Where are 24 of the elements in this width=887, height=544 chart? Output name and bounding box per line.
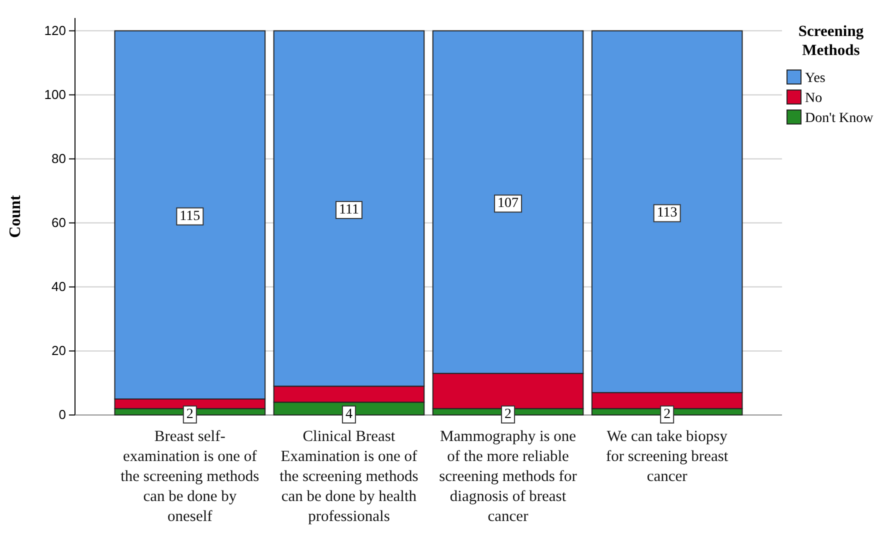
data-label: 2 [664, 407, 671, 422]
y-tick-label: 0 [58, 407, 66, 422]
x-tick-label: Mammography is one of the more reliable screening methods for diagnosis of breast cancer [439, 428, 578, 525]
y-tick-label: 80 [52, 151, 66, 166]
y-tick-label: 20 [52, 343, 66, 358]
y-tick-label: 100 [44, 87, 66, 102]
legend-label: Don't Know [805, 111, 874, 126]
data-label: 115 [180, 208, 200, 224]
x-tick-label: Clinical Breast Examination is one of the screening methods can be done by health professionals [280, 428, 418, 525]
y-tick-label: 40 [52, 279, 66, 294]
y-tick-label: 120 [44, 22, 66, 38]
legend-label: Yes [805, 71, 826, 86]
data-label: 111 [338, 202, 359, 218]
legend-title: Screening Methods [798, 23, 864, 59]
data-label: 2 [186, 407, 194, 422]
data-label: 2 [504, 407, 512, 422]
y-axis-title: Count [7, 194, 24, 238]
data-label: 107 [498, 196, 519, 212]
y-tick-label: 60 [52, 215, 66, 230]
x-tick-label: We can take biopsy for screening breast cancer [606, 428, 729, 485]
legend-label: No [805, 91, 822, 106]
x-tick-label: Breast self-examination is one of the screening methods can be done by oneself [120, 428, 260, 525]
data-label: 4 [345, 407, 352, 422]
data-label: 113 [656, 206, 678, 221]
